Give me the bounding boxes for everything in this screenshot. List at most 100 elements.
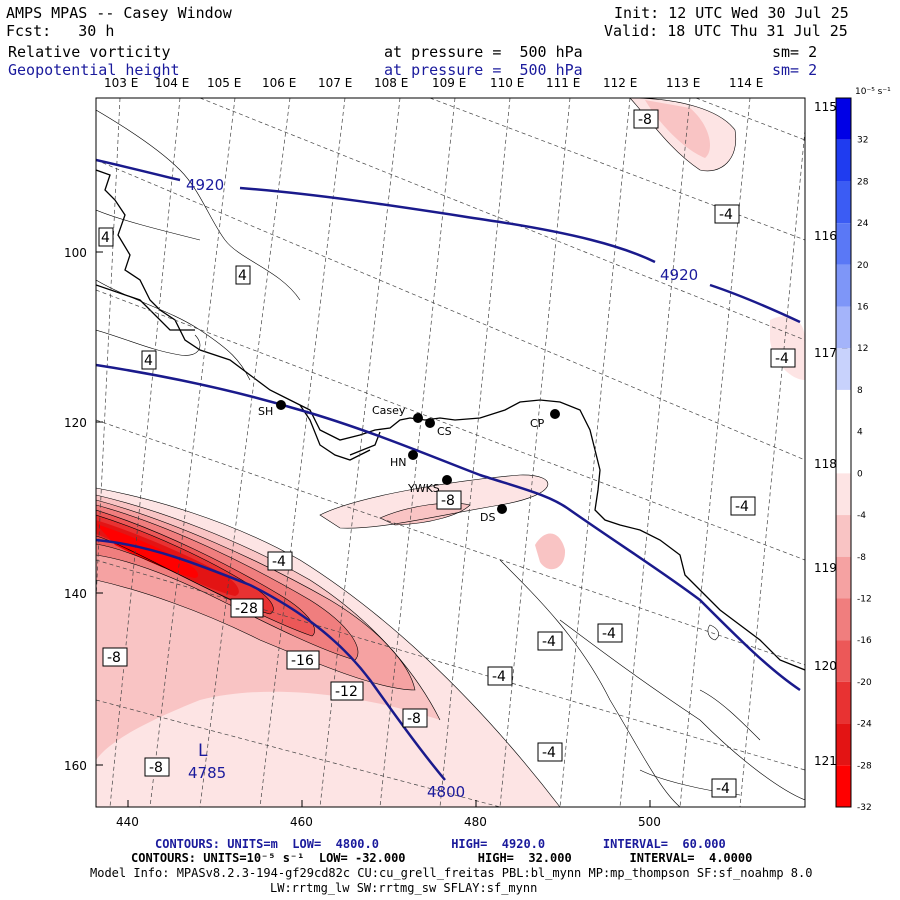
colorbar-label: 16 [857,303,869,313]
field2-level: at pressure = 500 hPa [384,61,583,79]
colorbar-swatch [836,181,851,224]
colorbar-label: 20 [857,261,869,271]
height-labels: 4920 4920 4800 4785 L [186,176,698,801]
station-marker [550,409,560,419]
height-label: 4785 [188,764,226,782]
vort-label: -4 [716,781,730,797]
lon-label-104: 104 E [155,76,190,90]
colorbar-label: -12 [857,594,872,604]
lon-label-110: 110 E [490,76,525,90]
vorticity-contours [96,98,805,807]
colorbar-swatch [836,473,851,516]
colorbar-swatch [836,681,851,724]
lon-label-105: 105 E [207,76,242,90]
vort-label: 4 [238,268,247,284]
vort-label: 4 [144,353,153,369]
colorbar-unit: 10⁻⁵ s⁻¹ [855,87,891,97]
model-info: Model Info: MPASv8.2.3-194-gf29cd82c CU:… [90,866,813,880]
colorbar-label: -24 [857,720,872,730]
vort-label: 4 [101,230,110,246]
station-marker [497,504,507,514]
lon-label-112: 112 E [603,76,638,90]
forecast-hour: Fcst: 30 h [6,22,115,40]
lon-label-111: 111 E [546,76,581,90]
y-tick-140: 140 [64,587,87,601]
y-tick-160: 160 [64,759,87,773]
map-title: AMPS MPAS -- Casey Window [6,4,232,22]
lon-label-106: 106 E [262,76,297,90]
vort-label: -4 [492,669,506,685]
colorbar-label: -4 [857,511,866,521]
vort-label: -4 [775,351,789,367]
colorbar-swatch [836,389,851,432]
lon-label-107: 107 E [318,76,353,90]
station-label: SH [258,405,273,418]
colorbar-label: 8 [857,386,863,396]
field2-name: Geopotential height [8,61,180,79]
vort-label: -12 [335,684,358,700]
station-marker [413,413,423,423]
graticule [96,98,805,807]
colorbar-swatch [836,223,851,265]
colorbar-swatch [836,264,851,307]
vort-label: -4 [719,207,733,223]
lon-label-103: 103 E [104,76,139,90]
low-center-marker: L [198,741,208,761]
colorbar-swatch [836,431,851,474]
field2-sm: sm= 2 [772,61,818,79]
vort-label: -8 [638,112,652,128]
colorbar: 32 28 24 20 16 12 8 4 0 -4 -8 -12 -16 -20 -24 -28 -32 [835,97,872,813]
station-marker [442,475,452,485]
colorbar-label: -28 [857,761,872,771]
stations: SH Casey CS CP HN YWKS DS [258,400,560,524]
colorbar-swatch [836,765,851,807]
init-time: Init: 12 UTC Wed 30 Jul 25 [614,4,849,22]
vort-label: -4 [272,554,286,570]
height-label: 4920 [186,176,224,194]
colorbar-label: 0 [857,469,863,479]
vort-label: -4 [602,626,616,642]
colorbar-label: 12 [857,344,868,354]
lon-label-113: 113 E [666,76,701,90]
station-label: DS [480,511,495,524]
vort-label: -4 [542,745,556,761]
x-tick-500: 500 [638,815,661,829]
colorbar-label: -20 [857,678,872,688]
y-tick-120: 120 [64,416,87,430]
y-tick-100: 100 [64,246,87,260]
vort-label: -8 [407,711,421,727]
vort-label: -8 [107,650,121,666]
height-label: 4800 [427,783,465,801]
field1-name: Relative vorticity [8,43,171,61]
vorticity-labels: -8 -4 4 4 4 -4 -4 -4 -8 -4 -28 -8 -16 -1… [98,109,796,798]
colorbar-border [835,97,852,808]
station-label: CS [437,425,452,438]
x-tick-480: 480 [464,815,487,829]
station-label: YWKS [407,482,440,495]
colorbar-swatch [836,598,851,641]
field1-level: at pressure = 500 hPa [384,43,583,61]
lon-label-108: 108 E [374,76,409,90]
axis-labels: 440 460 480 500 100 120 140 160 [64,246,661,829]
colorbar-label: 32 [857,136,868,146]
colorbar-label: 4 [857,428,863,438]
vorticity-contour-info: CONTOURS: UNITS=10⁻⁵ s⁻¹ LOW= -32.000 HI… [131,851,753,865]
colorbar-swatch [836,139,851,182]
vort-label: -28 [235,601,258,617]
station-label: CP [530,417,545,430]
colorbar-label: 28 [857,177,869,187]
colorbar-label: -16 [857,636,872,646]
colorbar-swatch [836,723,851,766]
vort-label: -4 [542,634,556,650]
colorbar-swatch [836,640,851,682]
vort-label: -16 [291,653,314,669]
vort-label: -4 [735,499,749,515]
station-label: HN [390,456,407,469]
valid-time: Valid: 18 UTC Thu 31 Jul 25 [604,22,848,40]
x-tick-460: 460 [290,815,313,829]
vort-label: -8 [149,760,163,776]
station-label: Casey [372,404,406,417]
colorbar-swatch [836,556,851,599]
lon-label-109: 109 E [432,76,467,90]
